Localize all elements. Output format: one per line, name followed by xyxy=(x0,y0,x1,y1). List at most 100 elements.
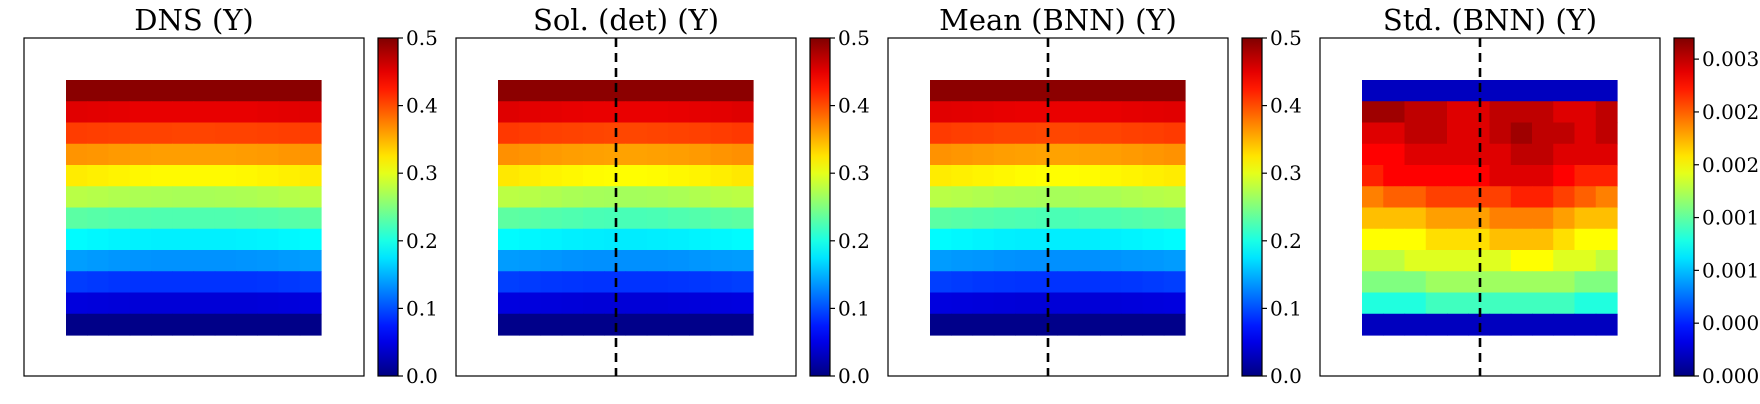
heatmap-cell xyxy=(668,207,690,230)
heatmap-cell xyxy=(172,207,195,230)
heatmap-cell xyxy=(1425,80,1448,102)
heatmap-cell xyxy=(561,186,584,209)
heatmap-cell xyxy=(1100,313,1122,336)
heatmap-cell xyxy=(731,292,754,315)
heatmap-cell xyxy=(87,228,110,251)
heatmap-cell xyxy=(1036,143,1059,166)
colorbar-tick-label: 0.0 xyxy=(838,364,870,388)
heatmap-cell xyxy=(1489,80,1512,102)
heatmap-cell xyxy=(731,143,754,166)
heatmap-cell xyxy=(299,143,322,166)
heatmap-cell xyxy=(1057,228,1080,251)
heatmap-cell xyxy=(498,143,520,166)
heatmap-cell xyxy=(710,80,733,102)
heatmap-cell xyxy=(278,207,301,230)
heatmap-cell xyxy=(1121,250,1144,272)
heatmap-cell xyxy=(1078,122,1101,145)
heatmap-cell xyxy=(1447,122,1469,145)
heatmap-cell xyxy=(1015,313,1037,336)
heatmap-cell xyxy=(257,250,280,272)
heatmap-cell xyxy=(625,313,648,336)
colorbar-tick-label: 0.0005 xyxy=(1702,311,1760,335)
heatmap-cell xyxy=(1163,313,1186,336)
heatmap-cell xyxy=(951,207,974,230)
heatmap-cell xyxy=(1404,165,1427,187)
heatmap-cell xyxy=(1553,250,1576,272)
heatmap-cell xyxy=(1100,122,1122,145)
heatmap-cell xyxy=(519,207,542,230)
heatmap-cell xyxy=(66,122,88,145)
heatmap-cell xyxy=(299,165,322,187)
heatmap-cell xyxy=(1425,250,1448,272)
heatmap-cell xyxy=(87,207,110,230)
heatmap-cell xyxy=(1595,122,1618,145)
heatmap-cell xyxy=(1510,292,1533,315)
heatmap-cell xyxy=(540,207,563,230)
heatmap-cell xyxy=(1142,250,1165,272)
heatmap-cell xyxy=(1447,250,1469,272)
heatmap-cell xyxy=(1489,186,1512,209)
heatmap-cell xyxy=(129,101,152,124)
heatmap-cell xyxy=(1100,207,1122,230)
heatmap-cell xyxy=(519,271,542,294)
heatmap-cell xyxy=(1362,250,1384,272)
heatmap-cell xyxy=(668,80,690,102)
heatmap-cell xyxy=(193,228,216,251)
heatmap-cell xyxy=(257,165,280,187)
heatmap-cell xyxy=(87,292,110,315)
heatmap-cell xyxy=(583,101,605,124)
heatmap-cell xyxy=(993,186,1016,209)
heatmap-cell xyxy=(646,207,669,230)
heatmap-cell xyxy=(710,292,733,315)
heatmap-cell xyxy=(87,165,110,187)
heatmap-cell xyxy=(1121,313,1144,336)
heatmap-cell xyxy=(108,165,131,187)
heatmap-cell xyxy=(129,292,152,315)
heatmap-cell xyxy=(299,228,322,251)
heatmap-cell xyxy=(710,101,733,124)
heatmap-cell xyxy=(1425,313,1448,336)
heatmap-cell xyxy=(108,101,131,124)
heatmap-cell xyxy=(1489,101,1512,124)
heatmap-cell xyxy=(689,186,712,209)
heatmap-cell xyxy=(1595,292,1618,315)
heatmap-cell xyxy=(993,292,1016,315)
colorbar-tick-label: 0.0025 xyxy=(1702,100,1760,124)
heatmap-cell xyxy=(540,165,563,187)
heatmap-cell xyxy=(214,122,237,145)
heatmap-cell xyxy=(214,143,237,166)
heatmap-cell xyxy=(689,207,712,230)
heatmap-cell xyxy=(689,80,712,102)
heatmap-cell xyxy=(1142,186,1165,209)
heatmap-cell xyxy=(930,228,952,251)
heatmap-cell xyxy=(1121,228,1144,251)
heatmap-cell xyxy=(87,271,110,294)
heatmap-cell xyxy=(1553,207,1576,230)
heatmap-cell xyxy=(1404,271,1427,294)
heatmap-cell xyxy=(1532,313,1554,336)
heatmap-cell xyxy=(972,165,995,187)
heatmap-cell xyxy=(668,165,690,187)
heatmap-cell xyxy=(129,143,152,166)
heatmap-cell xyxy=(646,292,669,315)
colorbar-tick-label: 0.5 xyxy=(1270,26,1302,50)
heatmap-cell xyxy=(498,80,520,102)
heatmap-cell xyxy=(1595,165,1618,187)
heatmap-cell xyxy=(1078,292,1101,315)
heatmap-cell xyxy=(625,101,648,124)
heatmap-cell xyxy=(1383,165,1406,187)
heatmap-cell xyxy=(689,250,712,272)
heatmap-cell xyxy=(1553,271,1576,294)
heatmap-cell xyxy=(1553,313,1576,336)
heatmap-cell xyxy=(668,292,690,315)
heatmap-cell xyxy=(257,101,280,124)
heatmap-cell xyxy=(519,165,542,187)
heatmap-cell xyxy=(1362,292,1384,315)
heatmap-cell xyxy=(731,186,754,209)
heatmap-cell xyxy=(604,250,627,272)
heatmap-cell xyxy=(1595,250,1618,272)
heatmap-cell xyxy=(108,122,131,145)
heatmap-cell xyxy=(1015,228,1037,251)
heatmap-cell xyxy=(214,165,237,187)
